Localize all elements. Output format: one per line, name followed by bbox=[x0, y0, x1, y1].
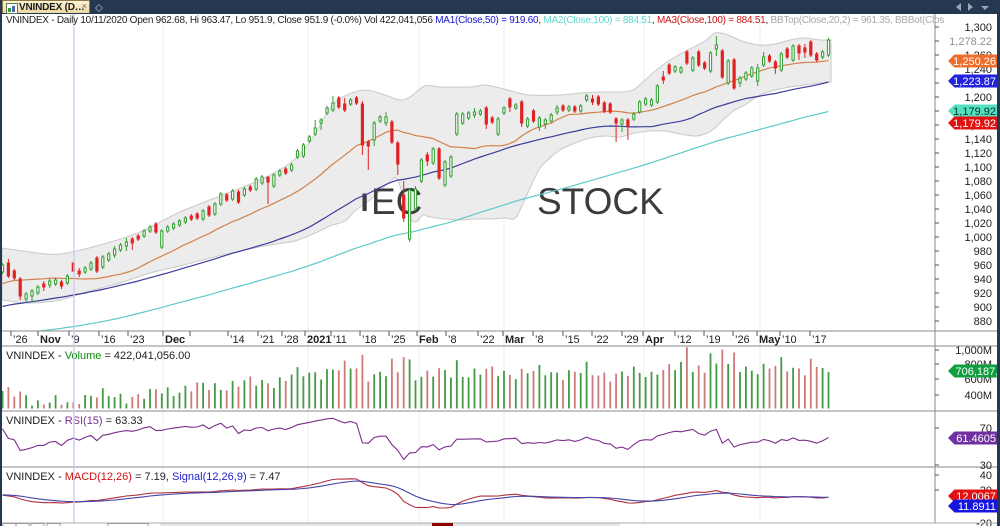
svg-text:’12: ’12 bbox=[677, 334, 692, 346]
svg-text:1,060: 1,060 bbox=[964, 190, 992, 202]
svg-text:980: 980 bbox=[974, 246, 992, 258]
svg-text:920: 920 bbox=[974, 288, 992, 300]
svg-text:’10: ’10 bbox=[782, 334, 797, 346]
svg-text:1,300: 1,300 bbox=[964, 22, 992, 34]
svg-text:1,000: 1,000 bbox=[964, 232, 992, 244]
svg-text:’19: ’19 bbox=[706, 334, 721, 346]
svg-text:2021: 2021 bbox=[307, 334, 331, 346]
svg-text:900: 900 bbox=[974, 302, 992, 314]
svg-text:VNINDEX - MACD(12,26) = 7.19,: VNINDEX - MACD(12,26) = 7.19, Signal(12,… bbox=[6, 471, 281, 483]
svg-text:940: 940 bbox=[974, 274, 992, 286]
svg-text:11.8911: 11.8911 bbox=[958, 501, 996, 513]
svg-text:61.4605: 61.4605 bbox=[956, 433, 996, 445]
svg-text:’18: ’18 bbox=[362, 334, 377, 346]
svg-text:’8: ’8 bbox=[448, 334, 457, 346]
svg-text:-20: -20 bbox=[976, 518, 992, 526]
svg-text:1,250.26: 1,250.26 bbox=[953, 56, 996, 68]
svg-text:’11: ’11 bbox=[333, 334, 347, 346]
svg-text:’16: ’16 bbox=[101, 334, 116, 346]
svg-text:’26: ’26 bbox=[735, 334, 750, 346]
svg-text:1,000M: 1,000M bbox=[955, 345, 992, 357]
svg-text:’26: ’26 bbox=[13, 334, 28, 346]
svg-text:400M: 400M bbox=[964, 390, 992, 402]
svg-text:May: May bbox=[759, 334, 781, 346]
svg-text:’9: ’9 bbox=[71, 334, 80, 346]
svg-text:’22: ’22 bbox=[480, 334, 495, 346]
svg-text:1,278.22: 1,278.22 bbox=[949, 36, 992, 48]
svg-text:’22: ’22 bbox=[594, 334, 609, 346]
svg-text:’28: ’28 bbox=[284, 334, 299, 346]
svg-text:1,040: 1,040 bbox=[964, 204, 992, 216]
svg-text:1,179.92: 1,179.92 bbox=[953, 118, 996, 130]
svg-text:’21: ’21 bbox=[260, 334, 275, 346]
svg-text:’8: ’8 bbox=[535, 334, 544, 346]
svg-text:880: 880 bbox=[974, 316, 992, 328]
svg-text:Dec: Dec bbox=[165, 334, 185, 346]
svg-text:1,179.92: 1,179.92 bbox=[953, 106, 996, 118]
svg-text:’14: ’14 bbox=[230, 334, 245, 346]
svg-text:960: 960 bbox=[974, 260, 992, 272]
svg-text:’25: ’25 bbox=[391, 334, 406, 346]
svg-text:Mar: Mar bbox=[505, 334, 525, 346]
svg-text:1,200: 1,200 bbox=[964, 92, 992, 104]
svg-text:Nov: Nov bbox=[40, 334, 62, 346]
svg-text:’15: ’15 bbox=[565, 334, 580, 346]
svg-text:’23: ’23 bbox=[130, 334, 145, 346]
svg-text:’17: ’17 bbox=[812, 334, 827, 346]
svg-text:VNINDEX - Volume = 422,041,056: VNINDEX - Volume = 422,041,056.00 bbox=[6, 350, 190, 362]
svg-text:Apr: Apr bbox=[645, 334, 665, 346]
svg-text:706,187,9: 706,187,9 bbox=[956, 366, 1000, 378]
svg-text:STOCK: STOCK bbox=[537, 181, 664, 222]
svg-text:1,080: 1,080 bbox=[964, 176, 992, 188]
svg-text:1,140: 1,140 bbox=[964, 134, 992, 146]
svg-text:1,120: 1,120 bbox=[964, 148, 992, 160]
svg-text:’29: ’29 bbox=[624, 334, 639, 346]
svg-text:Feb: Feb bbox=[419, 334, 439, 346]
svg-text:40: 40 bbox=[980, 470, 992, 482]
svg-text:1,020: 1,020 bbox=[964, 218, 992, 230]
svg-text:1,100: 1,100 bbox=[964, 162, 992, 174]
svg-text:1,223.87: 1,223.87 bbox=[953, 76, 996, 88]
